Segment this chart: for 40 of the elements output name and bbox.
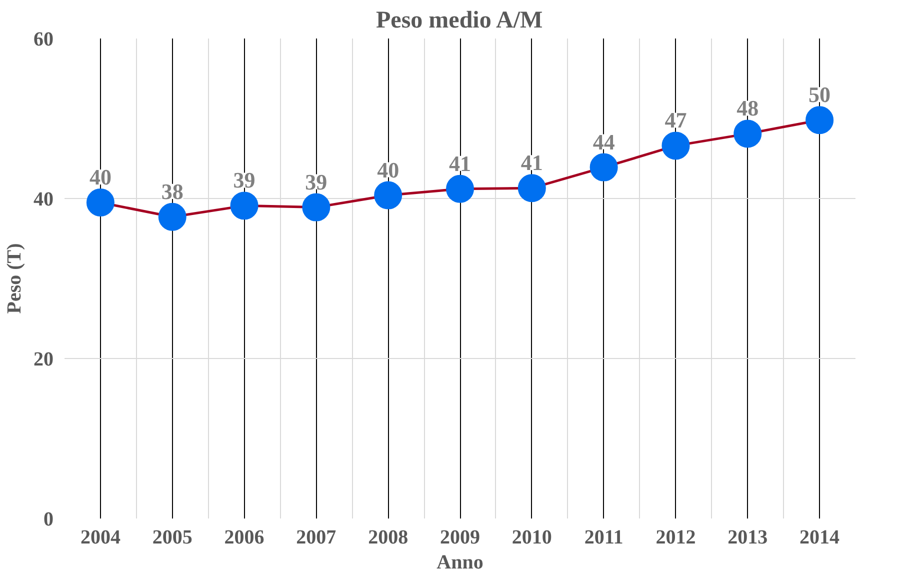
data-label: 44 [592,129,615,154]
data-label: 38 [161,178,184,204]
point [446,174,474,203]
x-tick-label: 2009 [440,526,480,548]
point [806,106,834,134]
y-tick-label: 0 [44,508,54,530]
x-tick-label: 2014 [800,526,840,548]
x-tick-label: 2010 [512,526,552,548]
x-tick-label: 2011 [584,526,624,548]
x-tick-label: 2005 [152,526,192,548]
point [302,193,330,222]
y-tick-label: 40 [34,188,54,210]
x-tick-label: 2012 [656,526,696,548]
data-label: 39 [305,169,328,194]
point [158,202,186,231]
point [734,120,762,148]
y-tick-label: 60 [34,28,54,50]
data-label: 41 [449,150,471,176]
data-label: 40 [377,157,400,182]
point [374,181,402,210]
x-tick-label: 2007 [296,526,336,548]
data-label: 39 [233,168,256,193]
point [230,192,258,220]
data-label: 40 [89,164,112,190]
data-label: 48 [736,96,759,121]
data-label: 50 [808,82,831,108]
chart-title: Peso medio A/M [376,8,543,34]
x-tick-label: 2004 [80,526,120,548]
data-label: 47 [664,108,687,133]
y-axis-title: Peso (T) [4,243,26,314]
point [86,188,114,216]
point [518,174,546,202]
y-tick-label: 20 [34,348,54,370]
x-axis-title: Anno [436,552,484,574]
x-tick-label: 2013 [728,526,768,548]
data-label: 41 [520,150,543,176]
point [590,153,618,182]
point [662,132,690,160]
x-tick-label: 2008 [368,526,408,548]
x-tick-label: 2006 [224,526,264,548]
